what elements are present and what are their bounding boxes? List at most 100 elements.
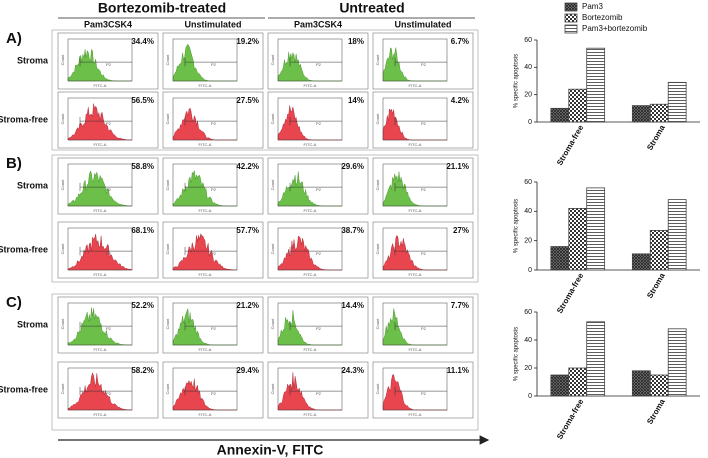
- gate-label: P2: [421, 62, 427, 67]
- plot-area: [172, 97, 238, 141]
- count-label: Count: [270, 113, 275, 125]
- plot-area: [382, 163, 448, 207]
- row-label: Stroma: [17, 180, 49, 190]
- fitc-label: FITC-A: [304, 272, 317, 277]
- fitc-label: FITC-A: [94, 83, 107, 88]
- bar: [631, 253, 651, 271]
- fitc-label: FITC-A: [199, 208, 212, 213]
- group-header: Untreated: [339, 0, 404, 16]
- y-tick-label: 40: [524, 208, 532, 215]
- x-label: Annexin-V, FITC: [217, 442, 324, 458]
- gate-label: P2: [211, 187, 217, 192]
- plot-area: [172, 38, 238, 82]
- y-axis-label: % specific apoptosis: [514, 54, 520, 108]
- gate-label: P2: [211, 251, 217, 256]
- bar: [649, 374, 669, 397]
- fitc-label: FITC-A: [199, 412, 212, 417]
- group-header: Bortezomib-treated: [98, 0, 226, 16]
- gate-label: P2: [211, 391, 217, 396]
- plot-area: [277, 227, 343, 271]
- panel-frame: [51, 154, 479, 283]
- panel-label: B): [6, 155, 22, 172]
- plot-area: [277, 38, 343, 82]
- bar: [667, 199, 687, 271]
- histogram: [67, 233, 133, 271]
- count-label: Count: [375, 179, 380, 191]
- count-label: Count: [375, 54, 380, 66]
- gate-label: P2: [211, 62, 217, 67]
- count-label: Count: [270, 318, 275, 330]
- gate-label: P2: [106, 251, 112, 256]
- percent: 42.2%: [236, 162, 259, 171]
- count-label: Count: [270, 243, 275, 255]
- y-tick-label: 20: [524, 92, 532, 99]
- y-tick-label: 20: [524, 238, 532, 245]
- count-label: Count: [165, 243, 170, 255]
- panel-frame: [51, 293, 479, 431]
- x-tick-label: Stroma: [645, 123, 667, 152]
- gate-label: P2: [316, 326, 322, 331]
- percent: 11.1%: [447, 366, 469, 375]
- fitc-label: FITC-A: [409, 208, 422, 213]
- percent: 18%: [348, 37, 364, 46]
- count-label: Count: [270, 179, 275, 191]
- gate-label: P2: [106, 187, 112, 192]
- gate-label: P2: [106, 391, 112, 396]
- bar: [649, 229, 669, 271]
- gate-label: P2: [421, 391, 427, 396]
- column-header: Pam3CSK4: [294, 19, 342, 29]
- count-label: Count: [375, 243, 380, 255]
- percent: 4.2%: [451, 96, 469, 105]
- percent: 21.1%: [446, 162, 469, 171]
- fitc-label: FITC-A: [94, 412, 107, 417]
- histogram: [67, 372, 133, 411]
- gate-label: P2: [316, 121, 322, 126]
- fitc-label: FITC-A: [409, 272, 422, 277]
- percent: 14.4%: [341, 301, 364, 310]
- plot-area: [172, 163, 238, 207]
- bar: [568, 207, 588, 271]
- bar: [568, 367, 588, 397]
- row-label: Stroma-free: [0, 114, 48, 124]
- percent: 7.7%: [451, 301, 469, 310]
- count-label: Count: [165, 54, 170, 66]
- count-label: Count: [165, 179, 170, 191]
- plot-area: [382, 97, 448, 141]
- bar: [649, 103, 669, 123]
- percent: 58.2%: [131, 366, 154, 375]
- plot-area: [277, 97, 343, 141]
- percent: 6.7%: [451, 37, 469, 46]
- count-label: Count: [60, 383, 65, 395]
- y-axis-label: % specific apoptosis: [514, 327, 520, 381]
- row-label: Stroma: [17, 55, 49, 65]
- gate-label: P2: [316, 391, 322, 396]
- percent: 27%: [453, 226, 469, 235]
- plot-area: [382, 367, 448, 411]
- fitc-label: FITC-A: [94, 272, 107, 277]
- percent: 21.2%: [236, 301, 259, 310]
- count-label: Count: [270, 383, 275, 395]
- y-tick-label: 40: [524, 64, 532, 71]
- fitc-label: FITC-A: [409, 83, 422, 88]
- fitc-label: FITC-A: [304, 208, 317, 213]
- percent: 24.3%: [341, 366, 364, 375]
- bar: [586, 47, 606, 123]
- plot-area: [277, 163, 343, 207]
- bar: [667, 328, 687, 397]
- plot-area: [172, 367, 238, 411]
- gate-label: P2: [106, 121, 112, 126]
- fitc-label: FITC-A: [199, 347, 212, 352]
- y-tick-label: 0: [528, 119, 532, 126]
- gate-label: P2: [106, 326, 112, 331]
- histogram: [67, 170, 133, 207]
- gate-label: P2: [421, 326, 427, 331]
- panel-frame: [51, 29, 479, 151]
- bar: [550, 246, 570, 271]
- legend-label: Bortezomib: [582, 13, 623, 22]
- fitc-label: FITC-A: [94, 208, 107, 213]
- fitc-label: FITC-A: [409, 142, 422, 147]
- count-label: Count: [375, 383, 380, 395]
- y-tick-label: 40: [524, 337, 532, 344]
- percent: 29.4%: [236, 366, 259, 375]
